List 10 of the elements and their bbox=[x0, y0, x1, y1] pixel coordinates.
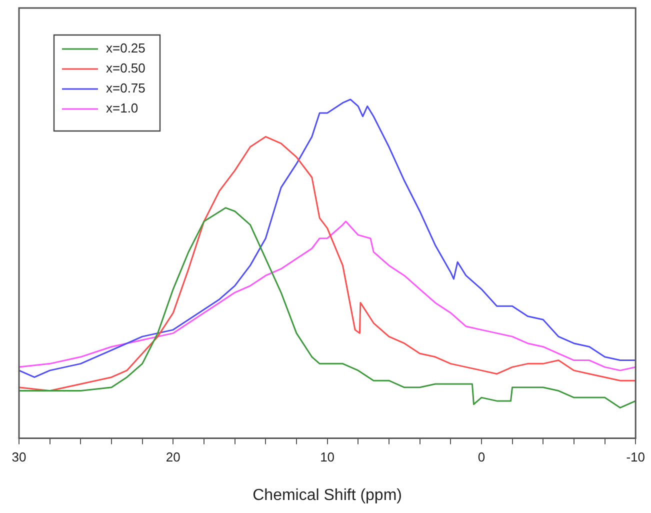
x-tick-label: -10 bbox=[626, 450, 646, 465]
x-tick-label: 30 bbox=[12, 450, 26, 465]
x-tick-label: 10 bbox=[320, 450, 335, 465]
x-tick-label: 20 bbox=[166, 450, 180, 465]
x-axis-title: Chemical Shift (ppm) bbox=[252, 486, 402, 504]
x-tick-label: 0 bbox=[478, 450, 486, 465]
legend-label: x=0.75 bbox=[106, 80, 146, 96]
legend-label: x=0.25 bbox=[106, 40, 146, 56]
legend-label: x=0.50 bbox=[106, 60, 146, 76]
legend-label: x=1.0 bbox=[106, 100, 138, 116]
